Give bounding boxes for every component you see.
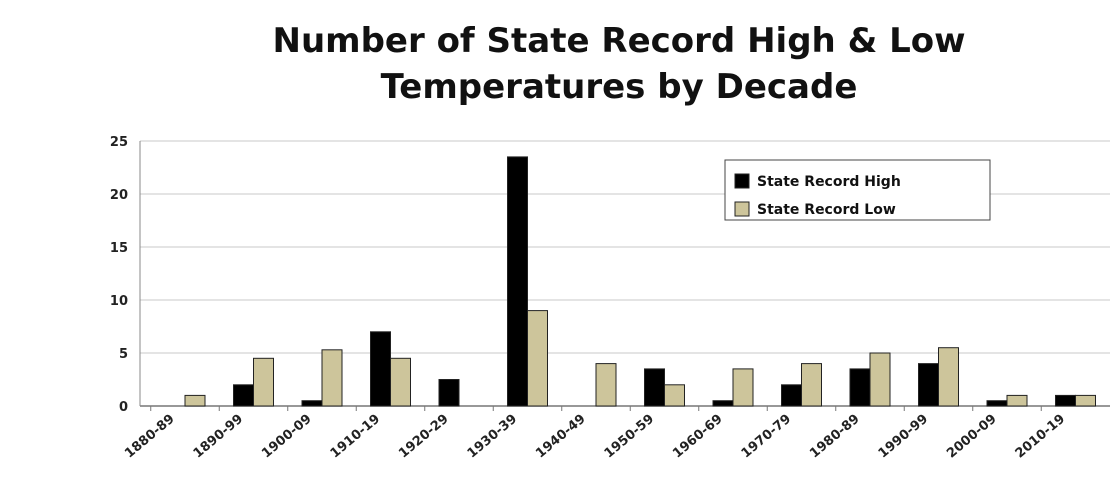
bar-record-high	[781, 384, 802, 407]
bar-record-low	[321, 349, 343, 407]
chart-title-line2: Temperatures by Decade	[380, 67, 858, 107]
x-tick-label: 1950-59	[602, 412, 657, 462]
y-tick-label: 15	[110, 241, 128, 256]
legend-swatch-high	[734, 173, 750, 189]
bar-record-low	[527, 310, 548, 407]
legend-box	[724, 159, 991, 221]
x-tick-label: 1920-29	[396, 412, 451, 462]
y-tick-label: 20	[110, 188, 128, 203]
x-tick-label: 1900-09	[259, 412, 314, 462]
x-tick-label: 1930-39	[465, 412, 520, 462]
bar-record-low	[253, 357, 274, 407]
bar-record-low	[664, 384, 685, 407]
x-tick-label: 2000-09	[944, 412, 999, 462]
x-tick-label: 1910-19	[328, 412, 383, 462]
x-tick-label: 1880-89	[122, 412, 177, 462]
bar-record-high	[712, 400, 734, 407]
legend-swatch-low	[734, 201, 750, 217]
bar-record-high	[986, 400, 1008, 407]
bar-record-low	[595, 363, 617, 407]
bar-record-high	[301, 400, 323, 407]
bar-record-high	[233, 384, 254, 407]
chart-title: Number of State Record High & Low Temper…	[0, 18, 1118, 110]
y-tick-label: 10	[110, 294, 128, 309]
bar-record-low	[390, 357, 411, 407]
x-tick-label: 1990-99	[876, 412, 931, 462]
bar-record-high	[438, 379, 460, 407]
bar-record-high	[370, 331, 391, 407]
bar-record-high	[1055, 394, 1076, 407]
bar-record-high	[849, 368, 871, 407]
x-tick-label: 1960-69	[670, 412, 725, 462]
x-tick-label: 1940-49	[533, 412, 588, 462]
bar-record-low	[938, 347, 959, 407]
y-tick-label: 25	[110, 135, 128, 150]
bar-record-low	[184, 394, 206, 407]
y-tick-label: 5	[119, 347, 128, 362]
bar-record-low	[801, 363, 822, 407]
x-tick-label: 1890-99	[191, 412, 246, 462]
bar-record-low	[1006, 394, 1028, 407]
legend-label: State Record Low	[757, 202, 896, 218]
bar-record-high	[507, 156, 528, 407]
bar-record-high	[644, 368, 665, 407]
legend-label: State Record High	[757, 174, 901, 190]
chart-title-line1: Number of State Record High & Low	[272, 21, 966, 61]
bar-record-low	[732, 368, 754, 407]
bar-record-low	[1075, 394, 1096, 407]
bar-record-low	[869, 352, 891, 407]
x-tick-label: 1970-79	[739, 412, 794, 462]
bar-record-high	[918, 363, 939, 407]
x-tick-label: 2010-19	[1013, 412, 1068, 462]
y-tick-label: 0	[119, 400, 128, 415]
x-tick-label: 1980-89	[807, 412, 862, 462]
